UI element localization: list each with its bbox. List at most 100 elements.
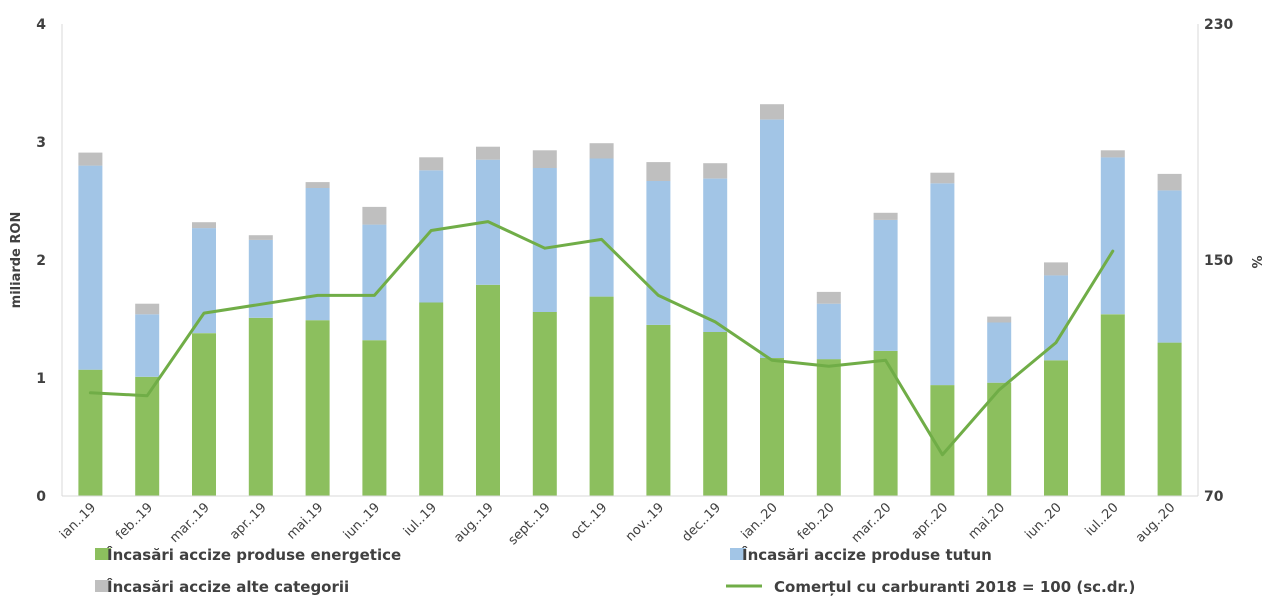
bar-s2-18 bbox=[1100, 150, 1125, 158]
bar-s0-5 bbox=[362, 340, 387, 496]
bar-s2-1 bbox=[135, 303, 160, 315]
x-category-tick: mai.19 bbox=[284, 500, 326, 542]
x-category-tick: mar..19 bbox=[167, 500, 213, 546]
bar-s2-3 bbox=[248, 235, 273, 240]
bar-s1-12 bbox=[760, 119, 784, 358]
x-category-tick: sept..19 bbox=[506, 500, 554, 548]
legend-label-2: Încasări accize alte categorii bbox=[107, 577, 349, 596]
x-category-tick: mar..20 bbox=[849, 500, 895, 546]
bar-s0-4 bbox=[305, 320, 330, 496]
bar-s0-12 bbox=[760, 357, 784, 496]
bar-s0-19 bbox=[1157, 342, 1182, 496]
bar-s0-8 bbox=[532, 311, 557, 496]
bar-s0-2 bbox=[192, 333, 216, 496]
bar-s1-18 bbox=[1100, 157, 1125, 315]
bar-s2-11 bbox=[703, 163, 728, 179]
legend-swatch-0 bbox=[95, 548, 111, 560]
y-left-tick: 1 bbox=[36, 371, 46, 387]
legend-label-0: Încasări accize produse energetice bbox=[107, 545, 401, 564]
x-category-tick: aug..19 bbox=[451, 500, 496, 545]
bar-s2-19 bbox=[1157, 173, 1182, 191]
bar-s2-14 bbox=[873, 212, 898, 220]
bar-s1-1 bbox=[135, 314, 160, 377]
bar-s1-15 bbox=[930, 183, 955, 386]
bars-layer bbox=[78, 104, 1182, 496]
y-right-axis-title: % bbox=[1248, 255, 1263, 268]
x-category-tick: oct..19 bbox=[568, 500, 610, 542]
x-category-tick: iun..20 bbox=[1022, 500, 1064, 542]
bar-s2-0 bbox=[78, 152, 103, 166]
legend-swatch-2 bbox=[95, 580, 111, 592]
bar-s1-2 bbox=[192, 228, 216, 334]
bar-s2-17 bbox=[1044, 262, 1068, 276]
bar-s0-10 bbox=[646, 324, 671, 496]
legend-label-1: Încasări accize produse tutun bbox=[742, 545, 992, 564]
right-axis-ticks: 70 150 230 bbox=[1204, 17, 1233, 505]
x-category-tick: iul..20 bbox=[1083, 500, 1122, 539]
y-right-tick: 70 bbox=[1204, 489, 1224, 505]
bar-s1-4 bbox=[305, 188, 330, 321]
bar-s0-0 bbox=[78, 369, 103, 496]
bar-s0-16 bbox=[987, 382, 1012, 496]
bar-s2-15 bbox=[930, 172, 955, 184]
bar-s1-17 bbox=[1044, 275, 1068, 361]
bar-s2-6 bbox=[419, 157, 444, 171]
x-category-tick: dec..19 bbox=[679, 500, 724, 545]
bar-s2-12 bbox=[760, 104, 784, 120]
x-category-tick: apr..20 bbox=[909, 500, 952, 543]
x-category-tick: mai.20 bbox=[966, 500, 1008, 542]
x-category-tick: iul..19 bbox=[401, 500, 440, 539]
bar-s1-6 bbox=[419, 170, 444, 303]
y-right-tick: 230 bbox=[1204, 17, 1233, 33]
bar-s2-10 bbox=[646, 162, 671, 181]
bar-s2-13 bbox=[816, 291, 841, 304]
bar-s2-16 bbox=[987, 316, 1012, 323]
legend: Încasări accize produse energetice Încasă… bbox=[95, 545, 1135, 596]
bar-s1-5 bbox=[362, 224, 387, 341]
bar-s1-0 bbox=[78, 165, 103, 370]
category-axis-ticks: ian..19 feb..19 mar..19 apr..19 mai.19 iun..1… bbox=[57, 500, 1178, 548]
bar-s1-19 bbox=[1157, 190, 1182, 343]
bar-s1-9 bbox=[589, 158, 614, 297]
y-left-axis-title: miliarde RON bbox=[9, 212, 24, 309]
bar-s0-9 bbox=[589, 296, 614, 496]
bar-s2-7 bbox=[476, 146, 500, 160]
bar-s2-4 bbox=[305, 182, 330, 188]
y-left-tick: 4 bbox=[36, 17, 46, 33]
x-category-tick: ian..20 bbox=[739, 500, 781, 542]
y-left-tick: 3 bbox=[36, 135, 46, 151]
line-series-0 bbox=[88, 220, 1115, 457]
bar-s1-11 bbox=[703, 178, 728, 332]
bar-s1-14 bbox=[873, 219, 898, 351]
bar-s0-3 bbox=[248, 317, 273, 496]
line-layer bbox=[88, 220, 1115, 457]
bar-s1-16 bbox=[987, 322, 1012, 383]
bar-s1-13 bbox=[816, 303, 841, 360]
bar-s2-5 bbox=[362, 206, 387, 225]
x-category-tick: iun..19 bbox=[341, 500, 383, 542]
legend-swatch-1 bbox=[730, 548, 746, 560]
x-category-tick: aug..20 bbox=[1133, 500, 1178, 545]
bar-s0-6 bbox=[419, 302, 444, 496]
bar-s1-8 bbox=[532, 168, 557, 312]
bar-s1-3 bbox=[248, 239, 273, 318]
bar-s1-10 bbox=[646, 180, 671, 325]
x-category-tick: ian..19 bbox=[57, 500, 99, 542]
bar-s0-11 bbox=[703, 332, 728, 496]
left-axis-ticks: 0 1 2 3 4 bbox=[36, 17, 46, 505]
bar-s2-8 bbox=[532, 150, 557, 168]
bar-s0-17 bbox=[1044, 360, 1068, 496]
x-category-tick: feb..20 bbox=[795, 500, 838, 543]
y-left-tick: 0 bbox=[36, 489, 46, 505]
bar-s2-2 bbox=[192, 222, 216, 229]
x-category-tick: nov..19 bbox=[623, 500, 667, 544]
x-category-tick: apr..19 bbox=[227, 500, 270, 543]
bar-s0-18 bbox=[1100, 314, 1125, 496]
y-left-tick: 2 bbox=[36, 253, 46, 269]
bar-s2-9 bbox=[589, 143, 614, 159]
y-right-tick: 150 bbox=[1204, 253, 1233, 269]
legend-label-3: Comerțul cu carburanti 2018 = 100 (sc.dr… bbox=[774, 578, 1135, 596]
x-category-tick: feb..19 bbox=[113, 500, 156, 543]
